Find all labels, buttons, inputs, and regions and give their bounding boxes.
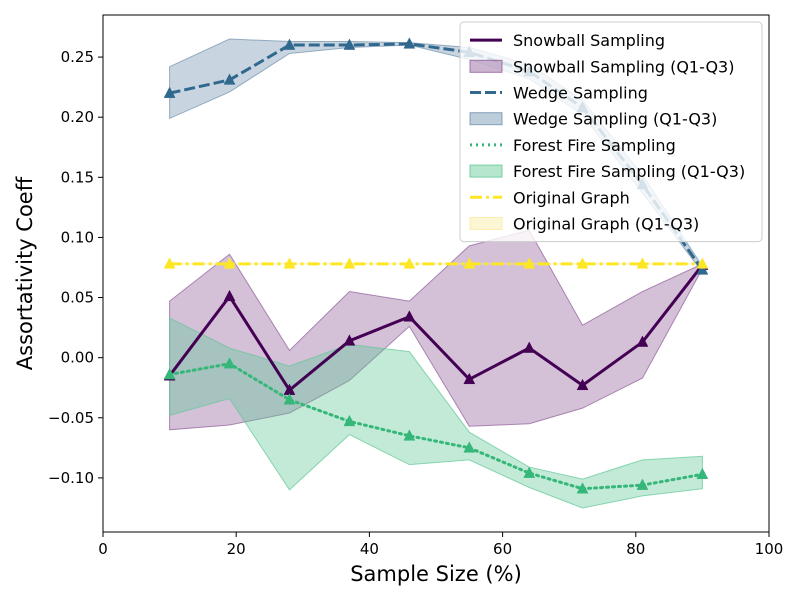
legend-band-label-1: Wedge Sampling (Q1-Q3) (513, 110, 717, 129)
data-point-3-1 (223, 257, 236, 269)
x-tick-label-3: 60 (493, 540, 512, 558)
data-point-0-3 (343, 334, 356, 346)
y-axis-ticks: −0.10 −0.05 0.00 0.05 0.10 0.15 0.20 0.25 (48, 48, 103, 487)
data-point-3-4 (403, 257, 416, 269)
legend-label-1: Wedge Sampling (513, 84, 648, 103)
legend-label-0: Snowball Sampling (513, 31, 665, 50)
data-point-2-1 (223, 357, 236, 369)
data-point-0-1 (223, 289, 236, 302)
y-tick-label-0: −0.10 (48, 469, 94, 487)
data-point-3-7 (576, 257, 589, 269)
data-point-2-9 (696, 467, 709, 480)
y-tick-label-7: 0.25 (61, 48, 94, 66)
data-point-0-7 (576, 378, 589, 391)
iqr-band-2 (169, 317, 703, 509)
legend-band-label-2: Forest Fire Sampling (Q1-Q3) (513, 162, 745, 181)
legend-label-2: Forest Fire Sampling (513, 136, 676, 155)
legend-label-3: Original Graph (513, 188, 630, 207)
x-tick-label-5: 100 (755, 540, 784, 558)
data-point-1-4 (403, 37, 416, 49)
data-point-1-3 (343, 38, 356, 50)
data-point-3-6 (523, 257, 536, 269)
data-point-2-3 (343, 414, 356, 427)
y-axis-label: Assortativity Coeff (13, 176, 37, 370)
data-point-2-2 (283, 393, 296, 405)
data-point-3-2 (283, 257, 296, 269)
data-point-1-1 (223, 73, 236, 85)
data-point-0-4 (403, 310, 416, 322)
series-line-0 (168, 264, 704, 393)
legend: Snowball Sampling Snowball Sampling (Q1-Q… (459, 21, 763, 243)
y-tick-label-2: 0.00 (61, 349, 94, 367)
x-tick-label-2: 40 (360, 540, 379, 558)
data-point-3-9 (696, 257, 709, 269)
data-point-2-8 (636, 478, 649, 490)
data-point-0-8 (636, 335, 649, 347)
data-point-1-0 (163, 86, 176, 98)
data-point-3-0 (163, 257, 176, 269)
y-tick-label-6: 0.20 (61, 108, 94, 126)
data-point-2-0 (163, 367, 176, 380)
data-point-0-5 (463, 372, 476, 385)
legend-swatch-0 (469, 59, 503, 73)
data-point-2-7 (576, 482, 589, 494)
legend-band-label-0: Snowball Sampling (Q1-Q3) (513, 57, 734, 76)
data-point-1-2 (283, 38, 296, 50)
x-tick-label-1: 20 (227, 540, 246, 558)
legend-swatch-1 (469, 112, 503, 126)
data-point-2-4 (403, 429, 416, 441)
legend-band-label-3: Original Graph (Q1-Q3) (513, 215, 699, 234)
y-tick-label-3: 0.05 (61, 289, 94, 307)
data-point-2-5 (463, 441, 476, 453)
series-markers (163, 37, 709, 494)
x-axis-label: Sample Size (%) (350, 562, 522, 586)
data-point-3-3 (343, 257, 356, 269)
x-tick-label-4: 80 (626, 540, 645, 558)
x-tick-label-0: 0 (98, 540, 108, 558)
data-point-2-6 (523, 466, 536, 478)
legend-swatch-3 (469, 217, 503, 230)
y-tick-label-5: 0.15 (61, 168, 94, 186)
data-point-1-9 (696, 263, 709, 275)
y-tick-label-1: −0.05 (48, 409, 94, 427)
data-point-3-5 (463, 257, 476, 269)
data-point-0-6 (523, 341, 536, 353)
y-tick-label-4: 0.10 (61, 228, 94, 246)
data-point-3-8 (636, 257, 649, 269)
x-axis-ticks: 0 20 40 60 80 100 (98, 532, 783, 558)
plot-frame (102, 14, 770, 533)
legend-swatch-2 (469, 164, 503, 178)
series-line-2 (168, 362, 704, 491)
legend-box (459, 21, 763, 243)
